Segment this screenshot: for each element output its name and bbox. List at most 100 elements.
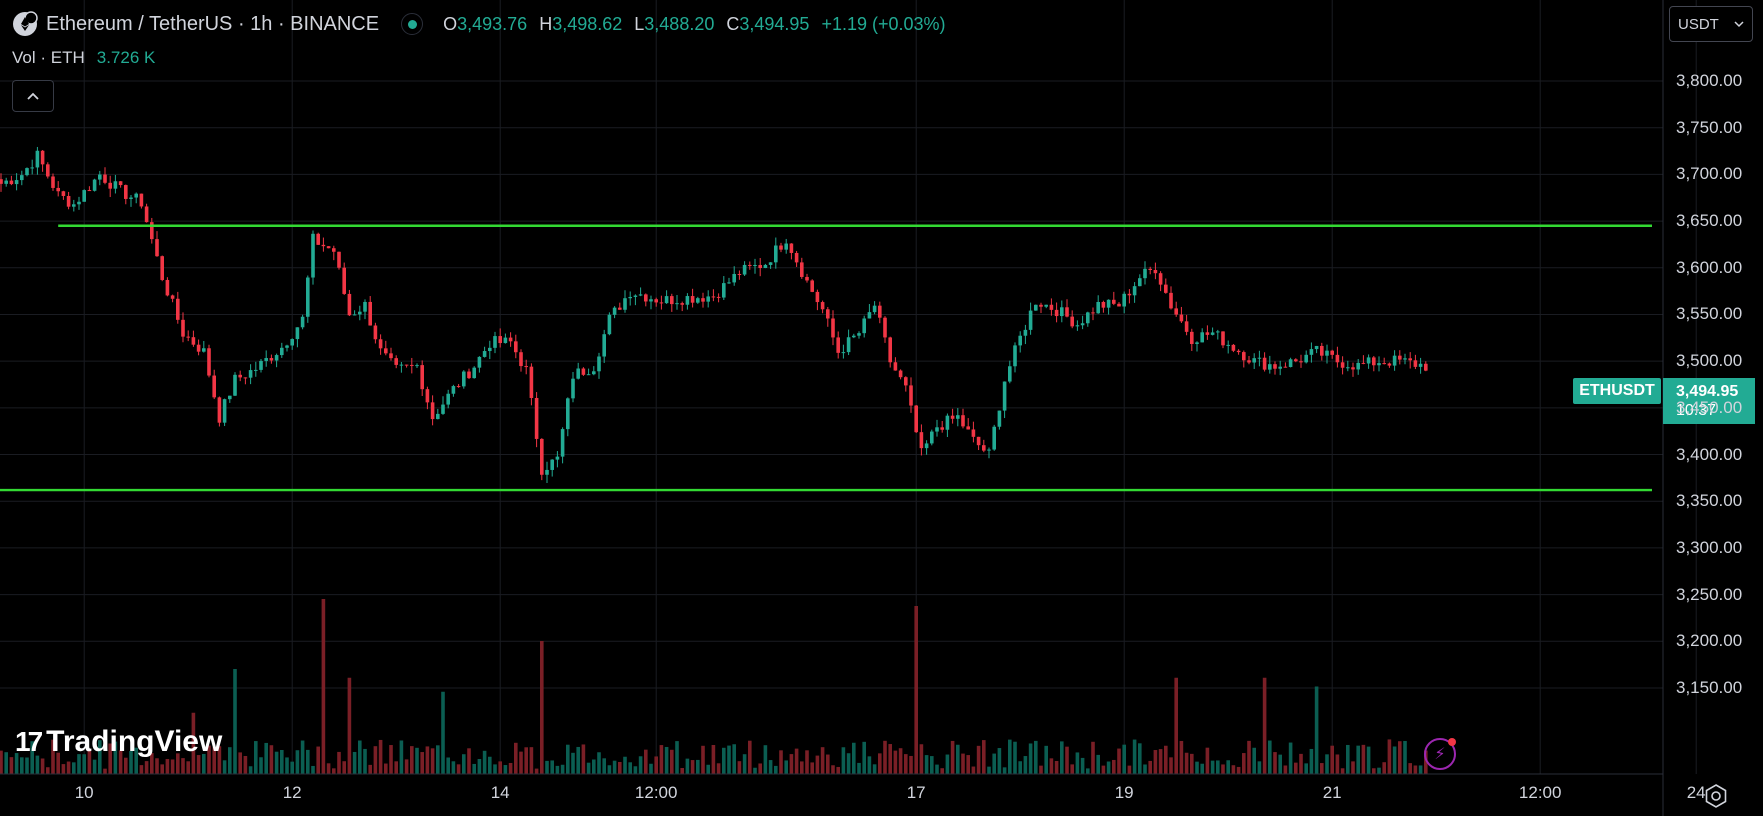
- volume-bar: [1361, 744, 1366, 774]
- flash-alerts-icon[interactable]: ⚡: [1424, 738, 1456, 770]
- candle-body: [654, 299, 658, 303]
- volume-bar: [514, 742, 518, 774]
- volume-legend[interactable]: Vol · ETH 3.726 K: [12, 48, 155, 68]
- y-tick-label: 3,750.00: [1676, 117, 1743, 137]
- x-tick-label: 12: [282, 783, 302, 802]
- close-label: C: [726, 13, 740, 34]
- volume-bar: [61, 764, 66, 774]
- volume-bar: [534, 768, 539, 774]
- candle-body: [659, 302, 664, 304]
- candle-body: [607, 314, 612, 335]
- symbol-title[interactable]: Ethereum / TetherUS · 1h · BINANCE: [46, 12, 380, 35]
- currency-select[interactable]: USDT: [1669, 6, 1753, 42]
- candle-body: [1273, 364, 1277, 369]
- y-tick-label: 3,650.00: [1676, 211, 1743, 231]
- volume-bar: [566, 744, 570, 774]
- volume-bar: [607, 765, 612, 774]
- candle-body: [675, 303, 679, 305]
- candle-body: [40, 150, 45, 165]
- market-status-icon[interactable]: [401, 13, 424, 35]
- volume-bar: [248, 766, 253, 774]
- volume-bar: [992, 753, 996, 774]
- volume-bar: [462, 754, 466, 774]
- candle-body: [768, 262, 773, 265]
- last-price-tag: 3,494.95 10:37: [1663, 378, 1755, 424]
- volume-bar: [794, 748, 799, 774]
- volume-bar: [508, 762, 513, 774]
- volume-bar: [524, 747, 528, 774]
- volume-bar: [451, 761, 456, 774]
- volume-bar: [815, 755, 820, 774]
- volume-bar: [758, 763, 762, 774]
- volume-bar: [186, 761, 190, 774]
- level-lines[interactable]: [0, 224, 1652, 492]
- volume-bar: [571, 752, 575, 774]
- candle-body: [259, 360, 263, 370]
- volume-bar: [1164, 745, 1168, 774]
- candle-body: [1372, 357, 1376, 366]
- collapse-legend-button[interactable]: [12, 80, 54, 112]
- y-tick-label: 3,300.00: [1676, 537, 1743, 557]
- chevron-down-icon: [1734, 21, 1744, 28]
- candle-body: [420, 365, 424, 390]
- candle-body: [46, 164, 50, 177]
- candle-body: [1054, 309, 1059, 317]
- candle-body: [321, 244, 326, 247]
- candle-body: [493, 336, 497, 348]
- candle-body: [581, 368, 586, 375]
- volume-bar: [150, 753, 154, 774]
- candle-body: [1138, 278, 1142, 287]
- volume-bar: [914, 606, 918, 774]
- candle-body: [680, 303, 684, 305]
- volume-bar: [940, 768, 944, 774]
- volume-bar: [1039, 765, 1043, 774]
- volume-bar: [1231, 765, 1236, 774]
- volume-bar: [285, 757, 289, 774]
- settings-gear-icon[interactable]: [1703, 783, 1729, 809]
- candle-body: [1361, 362, 1366, 364]
- volume-bar: [20, 757, 24, 774]
- volume-bar: [482, 750, 487, 774]
- volume-bar: [103, 768, 107, 774]
- candle-body: [529, 366, 534, 398]
- candle-body: [1195, 342, 1199, 344]
- tradingview-mark-icon: 17: [15, 726, 43, 757]
- volume-bars: [0, 599, 1428, 774]
- volume-bar: [493, 764, 497, 774]
- candle-body: [815, 291, 820, 303]
- candle-body: [508, 337, 513, 342]
- candle-body: [1112, 299, 1116, 304]
- volume-bar: [1080, 757, 1085, 774]
- candle-body: [280, 347, 284, 356]
- volume-bar: [35, 755, 40, 774]
- volume-bar: [1418, 765, 1423, 774]
- volume-bar: [831, 765, 835, 774]
- volume-bar: [40, 758, 45, 774]
- candle-body: [1158, 273, 1163, 285]
- volume-bar: [274, 751, 279, 774]
- volume-bar: [436, 745, 440, 774]
- y-tick-label: 3,700.00: [1676, 164, 1743, 184]
- volume-bar: [14, 753, 19, 774]
- candle-body: [1070, 316, 1074, 327]
- candle-body: [722, 283, 726, 298]
- volume-bar: [888, 744, 892, 774]
- volume-bar: [1205, 747, 1210, 774]
- tradingview-logo[interactable]: 17 TradingView: [15, 725, 222, 759]
- volume-bar: [670, 749, 674, 774]
- candle-body: [61, 191, 66, 196]
- volume-bar: [1346, 744, 1350, 774]
- candle-body: [1262, 357, 1267, 370]
- symbol-header: Ethereum / TetherUS · 1h · BINANCE O3,49…: [12, 10, 946, 38]
- volume-bar: [878, 753, 882, 774]
- candle-body: [638, 294, 643, 296]
- candle-body: [727, 282, 731, 284]
- x-tick-label: 21: [1322, 783, 1342, 802]
- candle-body: [196, 344, 201, 352]
- volume-bar: [1138, 743, 1142, 774]
- volume-bar: [1153, 750, 1158, 774]
- volume-bar: [207, 745, 211, 774]
- volume-bar: [155, 758, 159, 774]
- candle-body: [1377, 363, 1381, 366]
